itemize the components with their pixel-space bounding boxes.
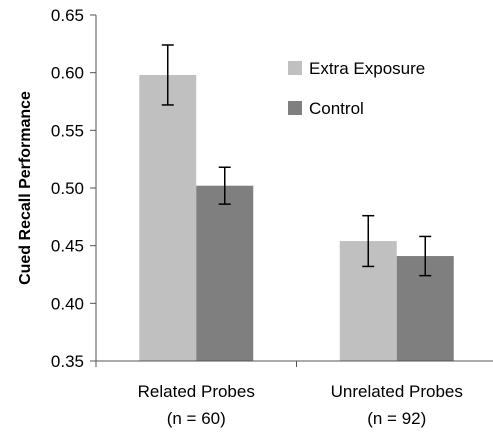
error-bar	[161, 44, 174, 106]
y-axis: 0.35 0.40 0.45 0.50 0.55 0.60 0.65	[51, 6, 97, 371]
legend-swatch	[288, 61, 302, 75]
bar-control	[196, 185, 254, 361]
legend-swatch	[288, 101, 302, 115]
error-bar	[419, 235, 432, 277]
y-tick-label: 0.65	[51, 6, 84, 25]
legend-label: Extra Exposure	[309, 59, 425, 78]
plot-area	[139, 44, 454, 362]
error-bar	[362, 214, 375, 268]
error-bar	[218, 166, 231, 205]
y-tick-label: 0.60	[51, 64, 84, 83]
y-tick-label: 0.50	[51, 179, 84, 198]
y-tick-label: 0.45	[51, 237, 84, 256]
legend: Extra Exposure Control	[288, 59, 425, 118]
y-tick-label: 0.40	[51, 294, 84, 313]
y-tick-label: 0.55	[51, 121, 84, 140]
y-tick-label: 0.35	[51, 352, 84, 371]
y-axis-title: Cued Recall Performance	[17, 91, 34, 285]
category-sublabel: (n = 92)	[367, 409, 426, 428]
legend-label: Control	[309, 99, 364, 118]
x-axis: Related Probes (n = 60) Unrelated Probes (n…	[95, 360, 493, 428]
category-label: Related Probes	[138, 382, 255, 401]
category-label: Unrelated Probes	[331, 382, 463, 401]
category-sublabel: (n = 60)	[167, 409, 226, 428]
bar-extra-exposure	[139, 74, 197, 362]
